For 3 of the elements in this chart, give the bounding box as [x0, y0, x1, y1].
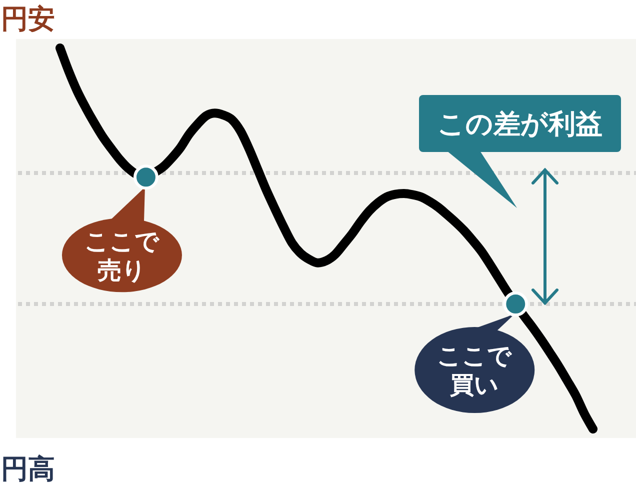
callout-text: この差が利益 — [438, 109, 602, 140]
axis-end-label-bottom: 円高 — [1, 454, 55, 484]
axis-end-label-top: 円安 — [1, 4, 55, 34]
